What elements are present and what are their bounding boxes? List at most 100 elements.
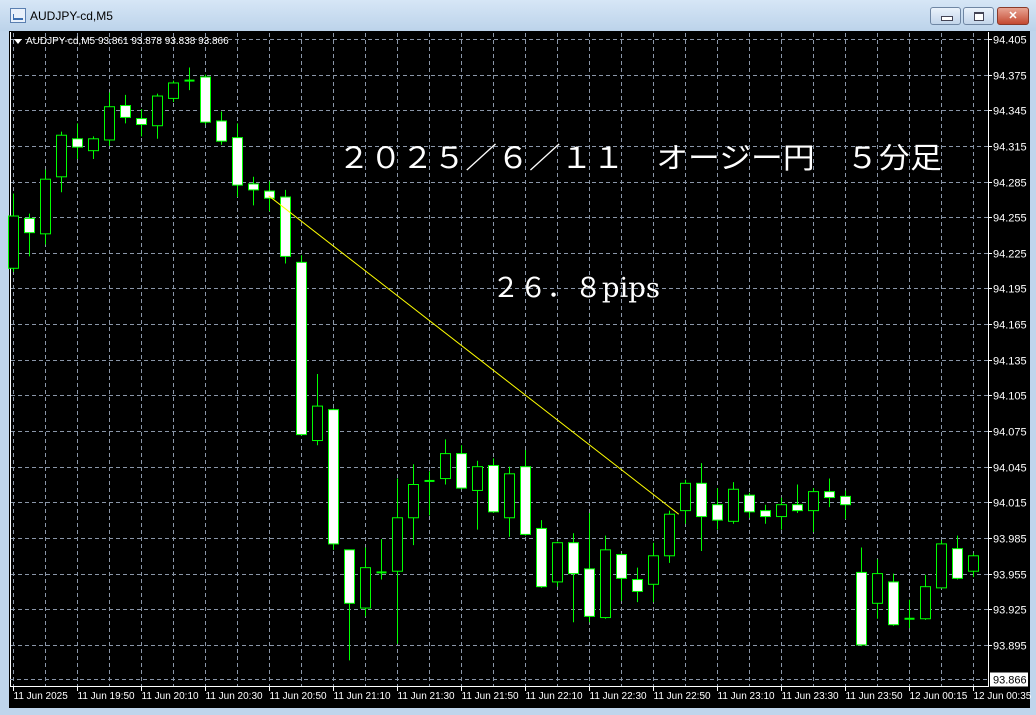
candle [712,488,723,530]
candle [8,193,19,272]
candle-body-bull [872,573,883,604]
time-tick-label: 11 Jun 20:30 [206,691,264,702]
price-tick-label: 93.895 [993,641,1027,653]
current-price-text: 93.866 [993,675,1027,687]
candle [952,535,963,580]
candle [248,176,259,206]
candle [296,255,307,436]
candle-body-bull [408,484,419,519]
price-tick-label: 94.015 [993,498,1027,510]
title-bar: AUDJPY-cd,M5 ✕ [0,0,1036,31]
candle [728,482,739,524]
trendline[interactable] [268,195,680,515]
candle-body-bear [712,504,723,521]
candle-body-bear [72,138,83,148]
candle [504,466,515,537]
candle [488,458,499,514]
time-tick-label: 11 Jun 20:10 [142,691,200,702]
candle-body-bear [744,494,755,513]
price-tick-label: 94.375 [993,71,1027,83]
candle-body-bear [120,105,131,118]
candle-body-bull [472,466,483,491]
candle-body-bear [280,196,291,257]
candle-body-bear [216,120,227,142]
time-tick-label: 11 Jun 19:50 [78,691,136,702]
candle [936,540,947,589]
maximize-button[interactable] [963,7,994,25]
chart-window-icon [10,8,26,23]
candle-body-bull [600,549,611,619]
time-tick-label: 11 Jun 22:10 [526,691,584,702]
chart-menu-triangle-icon[interactable] [14,39,22,44]
candle [40,169,51,245]
minimize-icon [941,16,953,21]
candle [216,111,227,145]
candle [648,542,659,603]
candle-body-bull [808,491,819,512]
candle-body-bull [88,138,99,152]
grid [11,33,988,686]
price-tick-label: 94.195 [993,284,1027,296]
candle [552,541,563,587]
candle-body-bear [824,491,835,499]
candle [120,94,131,124]
candle-body-bear [520,466,531,535]
candle-body-bear [760,510,771,518]
candle-body-bear [296,261,307,436]
candle [680,479,691,524]
current-price-label: 93.866 [10,672,1028,687]
price-tick-label: 94.315 [993,142,1027,154]
info-ohlc: 93.861 93.878 93.838 93.866 [98,36,229,47]
candle-body-bull [168,82,179,99]
price-tick-label: 94.405 [993,35,1027,47]
annotation-pips[interactable]: ２６．８pips [492,273,660,304]
candle-body-bull [968,555,979,572]
time-tick-label: 11 Jun 2025 [14,691,69,702]
annotation-title[interactable]: ２０２５／６／１１ オージー円 ５分足 [338,141,942,175]
candle [152,93,163,139]
candle-body-bull [936,543,947,589]
time-tick-label: 11 Jun 23:30 [782,691,840,702]
candle [456,445,467,490]
candle [568,533,579,623]
candle [792,484,803,514]
window-title: AUDJPY-cd,M5 [30,9,113,23]
candle-body-bear [456,453,467,489]
candle-body-bear [616,554,627,579]
price-tick-label: 93.955 [993,570,1027,582]
candle [632,567,643,603]
candle [440,439,451,485]
candle [664,510,675,563]
candle [56,131,67,193]
time-tick-label: 11 Jun 23:10 [718,691,776,702]
candle [824,478,835,508]
candle-body-bear [888,581,899,626]
time-tick-label: 11 Jun 21:10 [334,691,392,702]
candle-body-bear [200,76,211,123]
candle-body-bear [264,190,275,199]
minimize-button[interactable] [930,7,961,25]
candle [744,492,755,518]
candle [392,478,403,644]
candle-body-bull [552,542,563,583]
candle [376,539,387,580]
candle-body-bull [440,453,451,480]
close-button[interactable]: ✕ [997,7,1029,25]
candle-body-bull [392,517,403,572]
candle [536,520,547,588]
candle [760,504,771,524]
candle-body-bear [136,118,147,126]
candle-body-bear [632,579,643,592]
price-tick-label: 94.075 [993,427,1027,439]
candle-body-bull [680,482,691,512]
candle-body-bear [696,482,707,518]
candle-body-bull [360,567,371,609]
candle [184,67,195,91]
candle-body-bear [488,464,499,513]
price-tick-label: 94.345 [993,106,1027,118]
candle-body-bear [840,495,851,506]
candle-body-bear [792,504,803,512]
candle-body-bear [856,571,867,646]
candle [888,573,899,626]
